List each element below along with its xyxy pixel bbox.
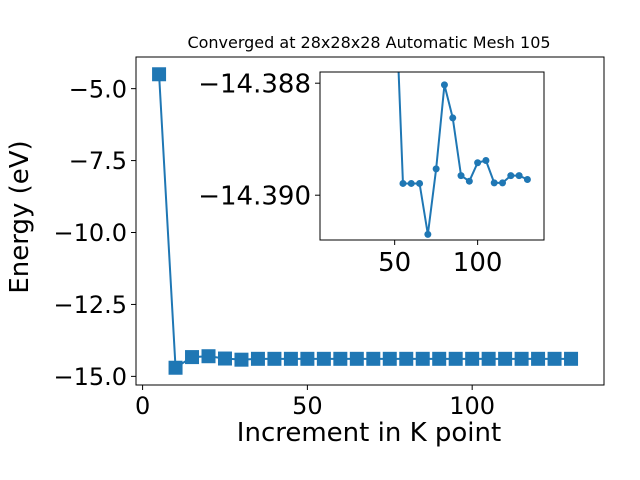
main-x-tick-label: 0	[135, 392, 150, 420]
main-data-point	[498, 351, 513, 366]
inset-plot-area	[320, 72, 544, 240]
main-data-point	[366, 351, 381, 366]
main-frame	[135, 56, 605, 386]
main-data-point	[267, 351, 282, 366]
inset-data-point	[399, 179, 407, 187]
main-data-point	[415, 351, 430, 366]
main-data-point	[300, 351, 315, 366]
main-y-tick-label: −5.0	[69, 75, 127, 103]
main-data-point	[201, 349, 216, 364]
main-data-point	[168, 360, 183, 375]
inset-data-point	[515, 172, 523, 180]
inset-data-point	[449, 114, 457, 122]
inset-x-tick-label: 50	[378, 248, 411, 278]
main-data-point	[399, 351, 414, 366]
main-data-point	[514, 351, 529, 366]
main-data-point	[234, 352, 249, 367]
y-axis-label: Energy (eV)	[5, 140, 35, 293]
main-data-point	[531, 351, 546, 366]
main-data-point	[382, 351, 397, 366]
main-data-point	[333, 351, 348, 366]
main-data-point	[547, 351, 562, 366]
main-x-tick-label: 100	[449, 392, 495, 420]
main-data-point	[564, 351, 579, 366]
main-y-tick-label: −12.5	[53, 291, 127, 319]
main-data-point	[185, 350, 200, 365]
main-data-point	[448, 351, 463, 366]
main-data-point	[465, 351, 480, 366]
inset-y-tick-label: −14.388	[198, 70, 311, 100]
main-data-point	[250, 351, 265, 366]
inset-x-tick-label: 100	[453, 248, 503, 278]
inset-data-point	[424, 230, 432, 238]
inset-data-point	[407, 179, 415, 187]
inset-data-point	[474, 159, 482, 167]
inset-data-point	[482, 156, 490, 164]
main-data-point	[349, 351, 364, 366]
main-x-tick-label: 50	[292, 392, 323, 420]
main-y-tick-label: −7.5	[69, 147, 127, 175]
inset-data-point	[490, 179, 498, 187]
inset-data-point	[432, 165, 440, 173]
inset-y-tick-label: −14.390	[198, 182, 311, 212]
inset-data-point	[523, 176, 531, 184]
inset-data-point	[465, 177, 473, 185]
main-data-point	[283, 351, 298, 366]
main-data-point	[481, 351, 496, 366]
inset-plot: 50 100 −14.390 −14.388	[198, 70, 545, 278]
inset-frame	[319, 71, 545, 241]
inset-data-point	[499, 179, 507, 187]
main-data-point	[432, 351, 447, 366]
inset-data-point	[457, 172, 465, 180]
main-y-tick-label: −10.0	[53, 219, 127, 247]
main-data-point	[217, 351, 232, 366]
main-data-point	[152, 67, 167, 82]
inset-data-point	[440, 81, 448, 89]
x-axis-label: Increment in K point	[237, 418, 501, 448]
chart-title: Converged at 28x28x28 Automatic Mesh 105	[187, 33, 550, 52]
main-data-point	[316, 351, 331, 366]
inset-data-point	[507, 172, 515, 180]
inset-data-point	[416, 179, 424, 187]
main-y-tick-label: −15.0	[53, 363, 127, 391]
